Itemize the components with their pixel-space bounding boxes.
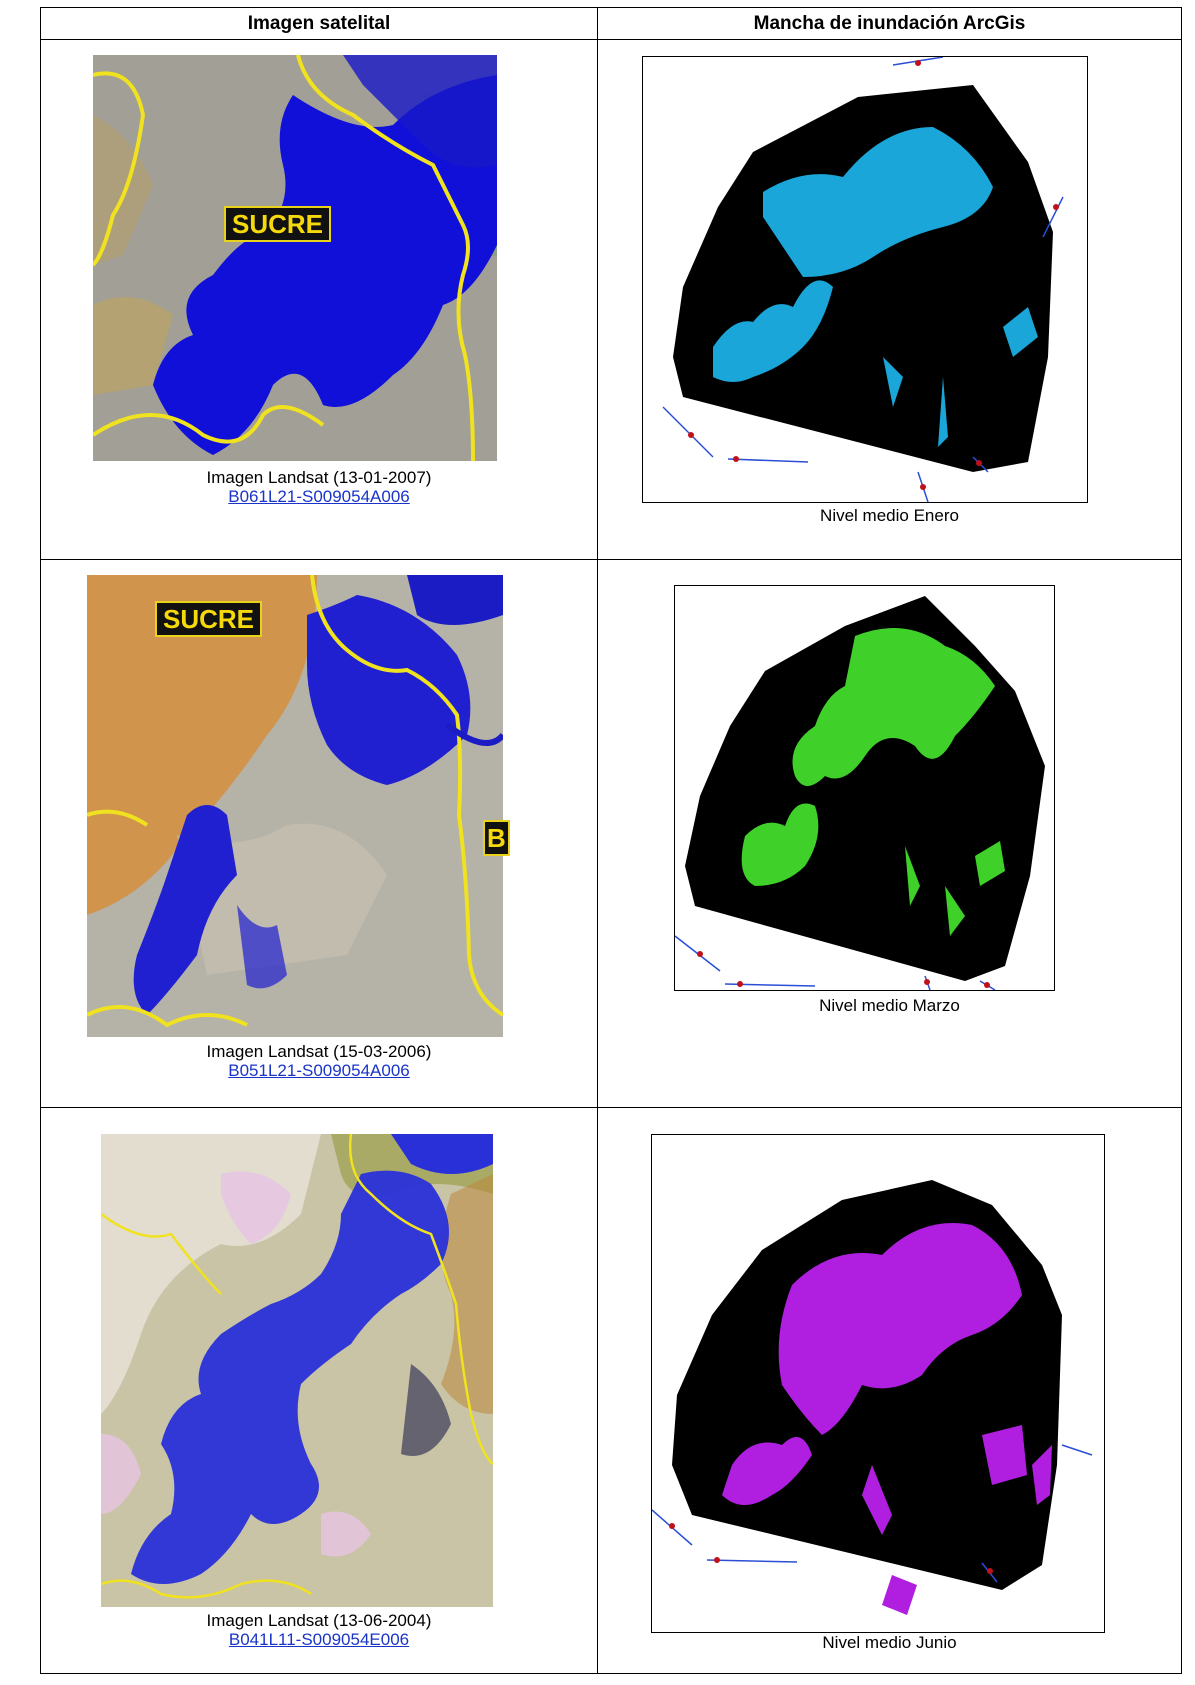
image-code-link[interactable]: B061L21-S009054A006 <box>228 487 410 506</box>
satellite-image-2007 <box>93 55 497 461</box>
map-caption: Nivel medio Junio <box>822 1633 957 1652</box>
flood-map-enero <box>642 56 1088 503</box>
row3-satellite-cell: Imagen Landsat (13-06-2004) B041L11-S009… <box>40 1107 598 1674</box>
row3-map-cell: Nivel medio Junio <box>597 1107 1182 1674</box>
satellite-image-2006 <box>87 575 503 1037</box>
satellite-image-2004 <box>101 1134 493 1607</box>
map-caption: Nivel medio Marzo <box>819 996 960 1015</box>
map-caption: Nivel medio Enero <box>820 506 959 525</box>
image-caption: Imagen Landsat (13-01-2007) <box>206 468 432 487</box>
flood-map-marzo <box>674 585 1055 991</box>
image-code-link[interactable]: B051L21-S009054A006 <box>228 1061 410 1080</box>
image-caption: Imagen Landsat (13-06-2004) <box>206 1611 432 1630</box>
row2-map-cell: Nivel medio Marzo <box>597 559 1182 1108</box>
row1-satellite-cell: SUCRE Imagen Landsat (13-01-2007) B061L2… <box>40 39 598 560</box>
b-label: B <box>483 820 510 856</box>
image-caption: Imagen Landsat (15-03-2006) <box>206 1042 432 1061</box>
row2-satellite-cell: SUCRE B Imagen Landsat (15-03-2006) B051… <box>40 559 598 1108</box>
comparison-table: Imagen satelital Mancha de inundación Ar… <box>40 7 1182 1674</box>
sucre-label: SUCRE <box>155 601 263 637</box>
header-satellite-image: Imagen satelital <box>40 7 598 40</box>
image-code-link[interactable]: B041L11-S009054E006 <box>228 1630 410 1649</box>
row1-map-cell: Nivel medio Enero <box>597 39 1182 560</box>
flood-map-junio <box>651 1134 1105 1633</box>
sucre-label: SUCRE <box>224 206 332 242</box>
header-flood-map: Mancha de inundación ArcGis <box>597 7 1182 40</box>
